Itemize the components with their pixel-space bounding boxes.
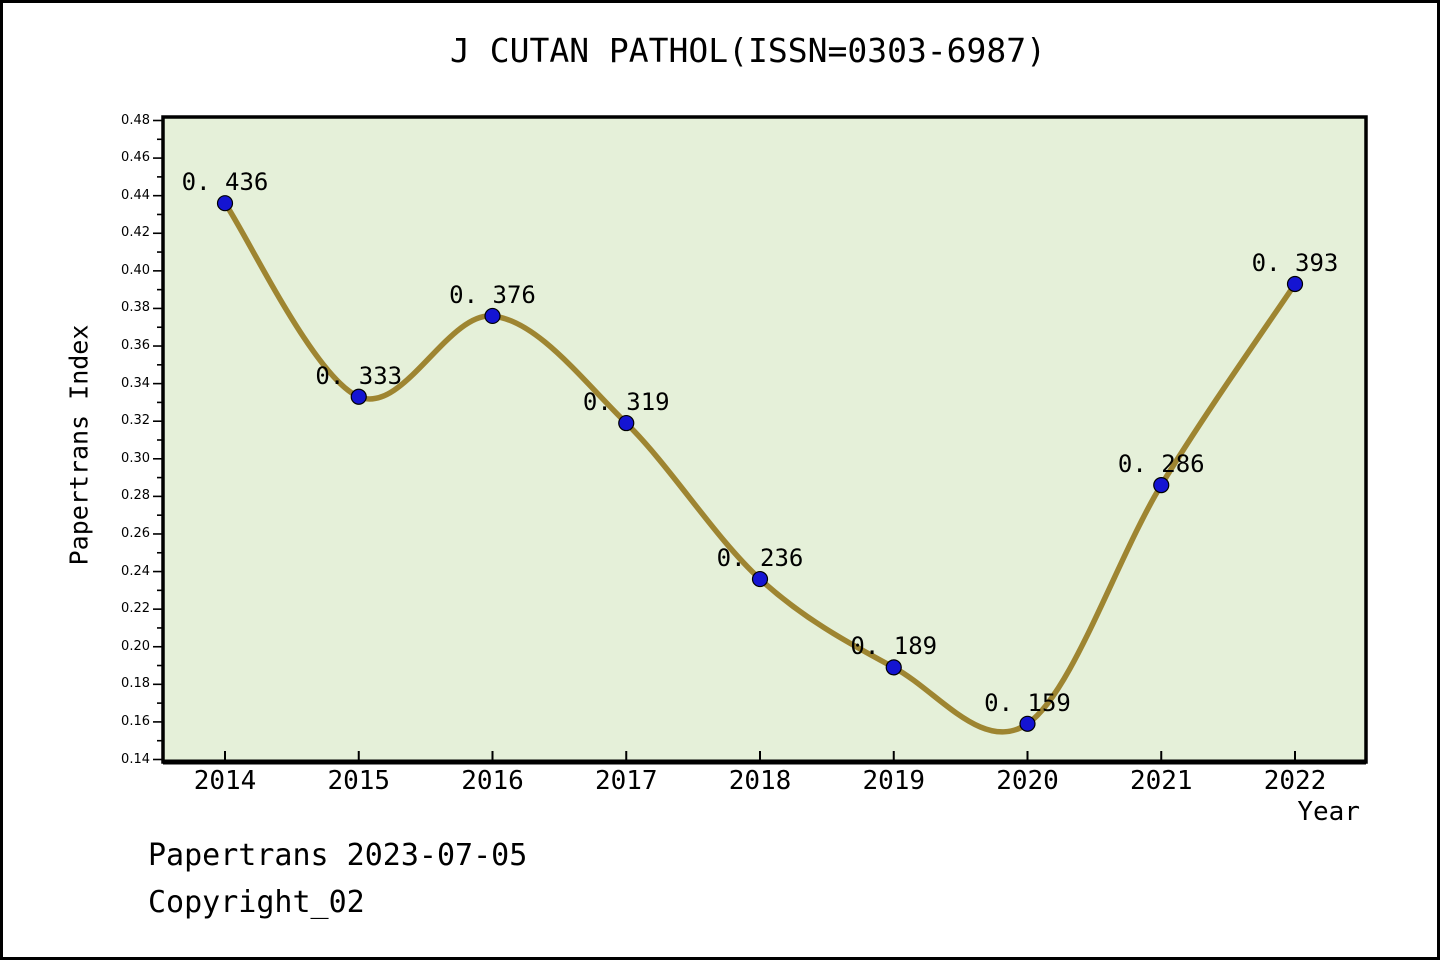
data-point-marker <box>216 195 234 212</box>
data-point-marker <box>1286 275 1304 293</box>
data-point-marker <box>484 307 501 325</box>
data-point-marker <box>618 414 635 432</box>
data-point-marker <box>751 570 769 588</box>
chart-title: J CUTAN PATHOL(ISSN=0303-6987) <box>449 31 1047 70</box>
plot-background <box>161 115 1368 764</box>
y-axis-title: Papertrans Index <box>64 324 94 566</box>
watermark-copyright: Copyright_02 <box>148 885 365 920</box>
data-point-marker <box>350 388 367 405</box>
watermark-date: Papertrans 2023-07-05 <box>148 838 528 873</box>
x-axis-title: Year <box>1297 797 1360 827</box>
data-point-marker <box>1019 715 1036 732</box>
plot-area <box>153 115 1368 765</box>
data-point-marker <box>885 659 902 676</box>
data-point-marker <box>1153 477 1170 494</box>
